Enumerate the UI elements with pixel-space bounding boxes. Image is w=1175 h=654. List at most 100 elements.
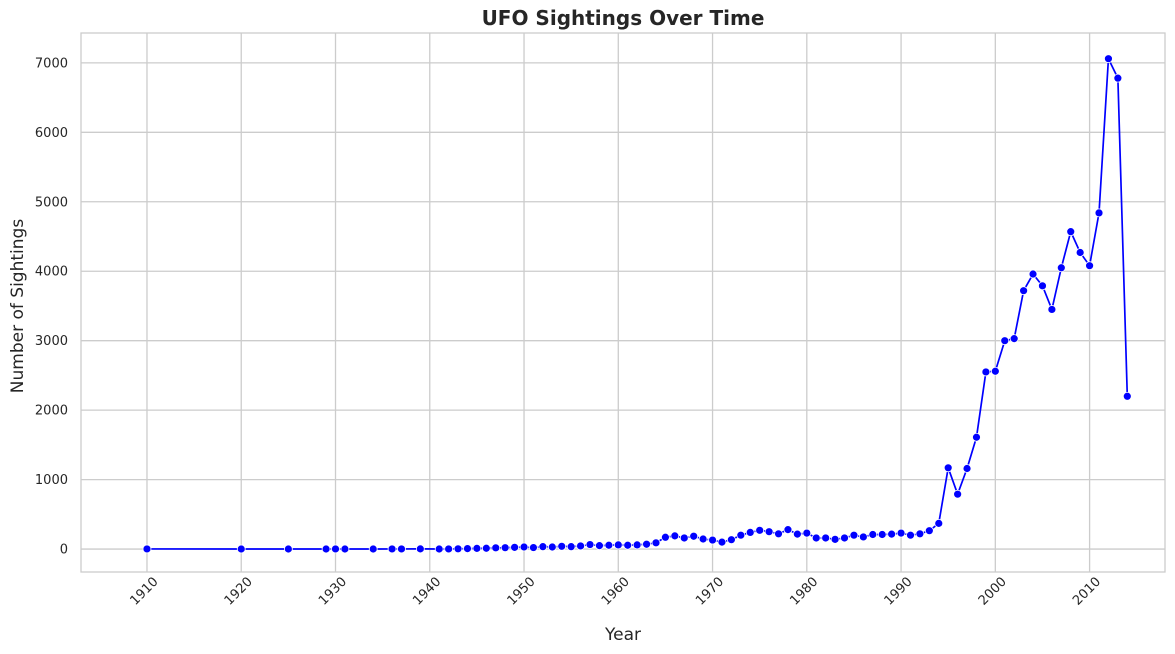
data-point (481, 543, 491, 553)
y-tick-label: 3000 (35, 334, 68, 349)
data-point (623, 540, 633, 550)
x-tick-label: 1950 (505, 575, 539, 609)
data-point (783, 525, 793, 535)
data-point (915, 529, 925, 539)
data-point (510, 542, 519, 552)
data-point (953, 489, 963, 499)
data-point (1075, 248, 1085, 257)
data-point (557, 541, 567, 551)
data-point (906, 530, 915, 540)
y-tick-label: 0 (60, 543, 68, 558)
y-tick-label: 5000 (35, 195, 68, 210)
data-point (321, 544, 331, 554)
data-point (547, 542, 557, 552)
data-point (934, 518, 944, 528)
data-point (1066, 227, 1076, 237)
x-axis-ticks: 1910 1920 1930 1940 1950 1960 1970 1980 1990 2000… (128, 575, 1105, 609)
y-tick-label: 6000 (35, 126, 68, 141)
data-point (840, 533, 849, 543)
data-point (1009, 334, 1019, 344)
data-point (538, 542, 548, 552)
data-point (632, 540, 642, 550)
data-point (821, 533, 831, 543)
data-point (661, 532, 670, 542)
x-tick-label: 1910 (128, 575, 162, 609)
y-tick-label: 1000 (35, 473, 68, 488)
data-point (981, 367, 991, 377)
data-point (708, 535, 717, 545)
data-point (717, 537, 727, 547)
data-point (604, 540, 614, 550)
data-point (613, 540, 623, 550)
data-point (1047, 305, 1057, 314)
grid-lines (81, 33, 1165, 572)
data-point (1019, 286, 1029, 296)
data-point (736, 530, 746, 540)
data-point (1122, 391, 1132, 401)
data-point (755, 525, 765, 535)
data-point (651, 538, 661, 548)
y-axis-label: Number of Sightings (8, 219, 28, 394)
data-point (368, 544, 378, 554)
plot-frame (80, 32, 1166, 573)
data-point (472, 543, 482, 553)
data-point (887, 529, 897, 539)
data-point (491, 543, 501, 553)
data-point (236, 544, 246, 554)
x-tick-label: 2010 (1070, 575, 1104, 609)
data-point (924, 526, 934, 536)
data-point (519, 542, 529, 552)
x-tick-label: 1970 (693, 575, 727, 609)
data-point (896, 528, 906, 538)
x-tick-label: 1920 (222, 575, 256, 609)
data-point (1094, 208, 1104, 218)
data-point (1056, 263, 1066, 273)
data-point (1104, 54, 1113, 64)
data-point (830, 534, 840, 544)
data-point (849, 530, 859, 540)
data-point (595, 541, 604, 551)
x-axis-label: Year (604, 625, 641, 645)
data-point (858, 532, 868, 542)
data-point (576, 541, 585, 551)
data-point (415, 544, 425, 554)
data-point (444, 544, 454, 554)
y-tick-label: 2000 (35, 404, 68, 419)
data-point (943, 463, 953, 473)
data-point (642, 539, 651, 549)
data-point (453, 544, 463, 554)
data-point (689, 531, 699, 541)
data-point (990, 366, 1000, 376)
data-point (774, 529, 783, 539)
data-point (434, 544, 444, 554)
y-tick-label: 7000 (35, 56, 68, 71)
data-point (331, 544, 340, 554)
data-point (585, 540, 595, 549)
data-point (463, 544, 472, 553)
data-point (792, 529, 802, 539)
data-point (727, 535, 736, 545)
chart-title: UFO Sightings Over Time (482, 6, 765, 30)
data-point (679, 533, 689, 543)
data-point (670, 531, 680, 541)
x-tick-label: 1930 (316, 575, 350, 609)
data-point (811, 533, 821, 543)
data-point (142, 544, 152, 554)
data-point (802, 528, 812, 538)
data-point (397, 544, 406, 554)
x-tick-label: 1980 (787, 575, 821, 609)
data-point (1000, 336, 1010, 346)
data-point (1028, 269, 1038, 279)
y-axis-ticks: 0 1000 2000 3000 4000 5000 6000 7000 (35, 56, 68, 557)
x-tick-label: 1940 (410, 575, 444, 609)
data-point (1085, 261, 1094, 271)
data-point (500, 543, 510, 553)
data-point (566, 542, 576, 552)
series-group (142, 54, 1132, 554)
x-tick-label: 2000 (976, 575, 1010, 609)
data-point (1038, 281, 1047, 291)
data-point (764, 527, 774, 537)
data-point (698, 534, 708, 544)
data-point (745, 528, 755, 537)
